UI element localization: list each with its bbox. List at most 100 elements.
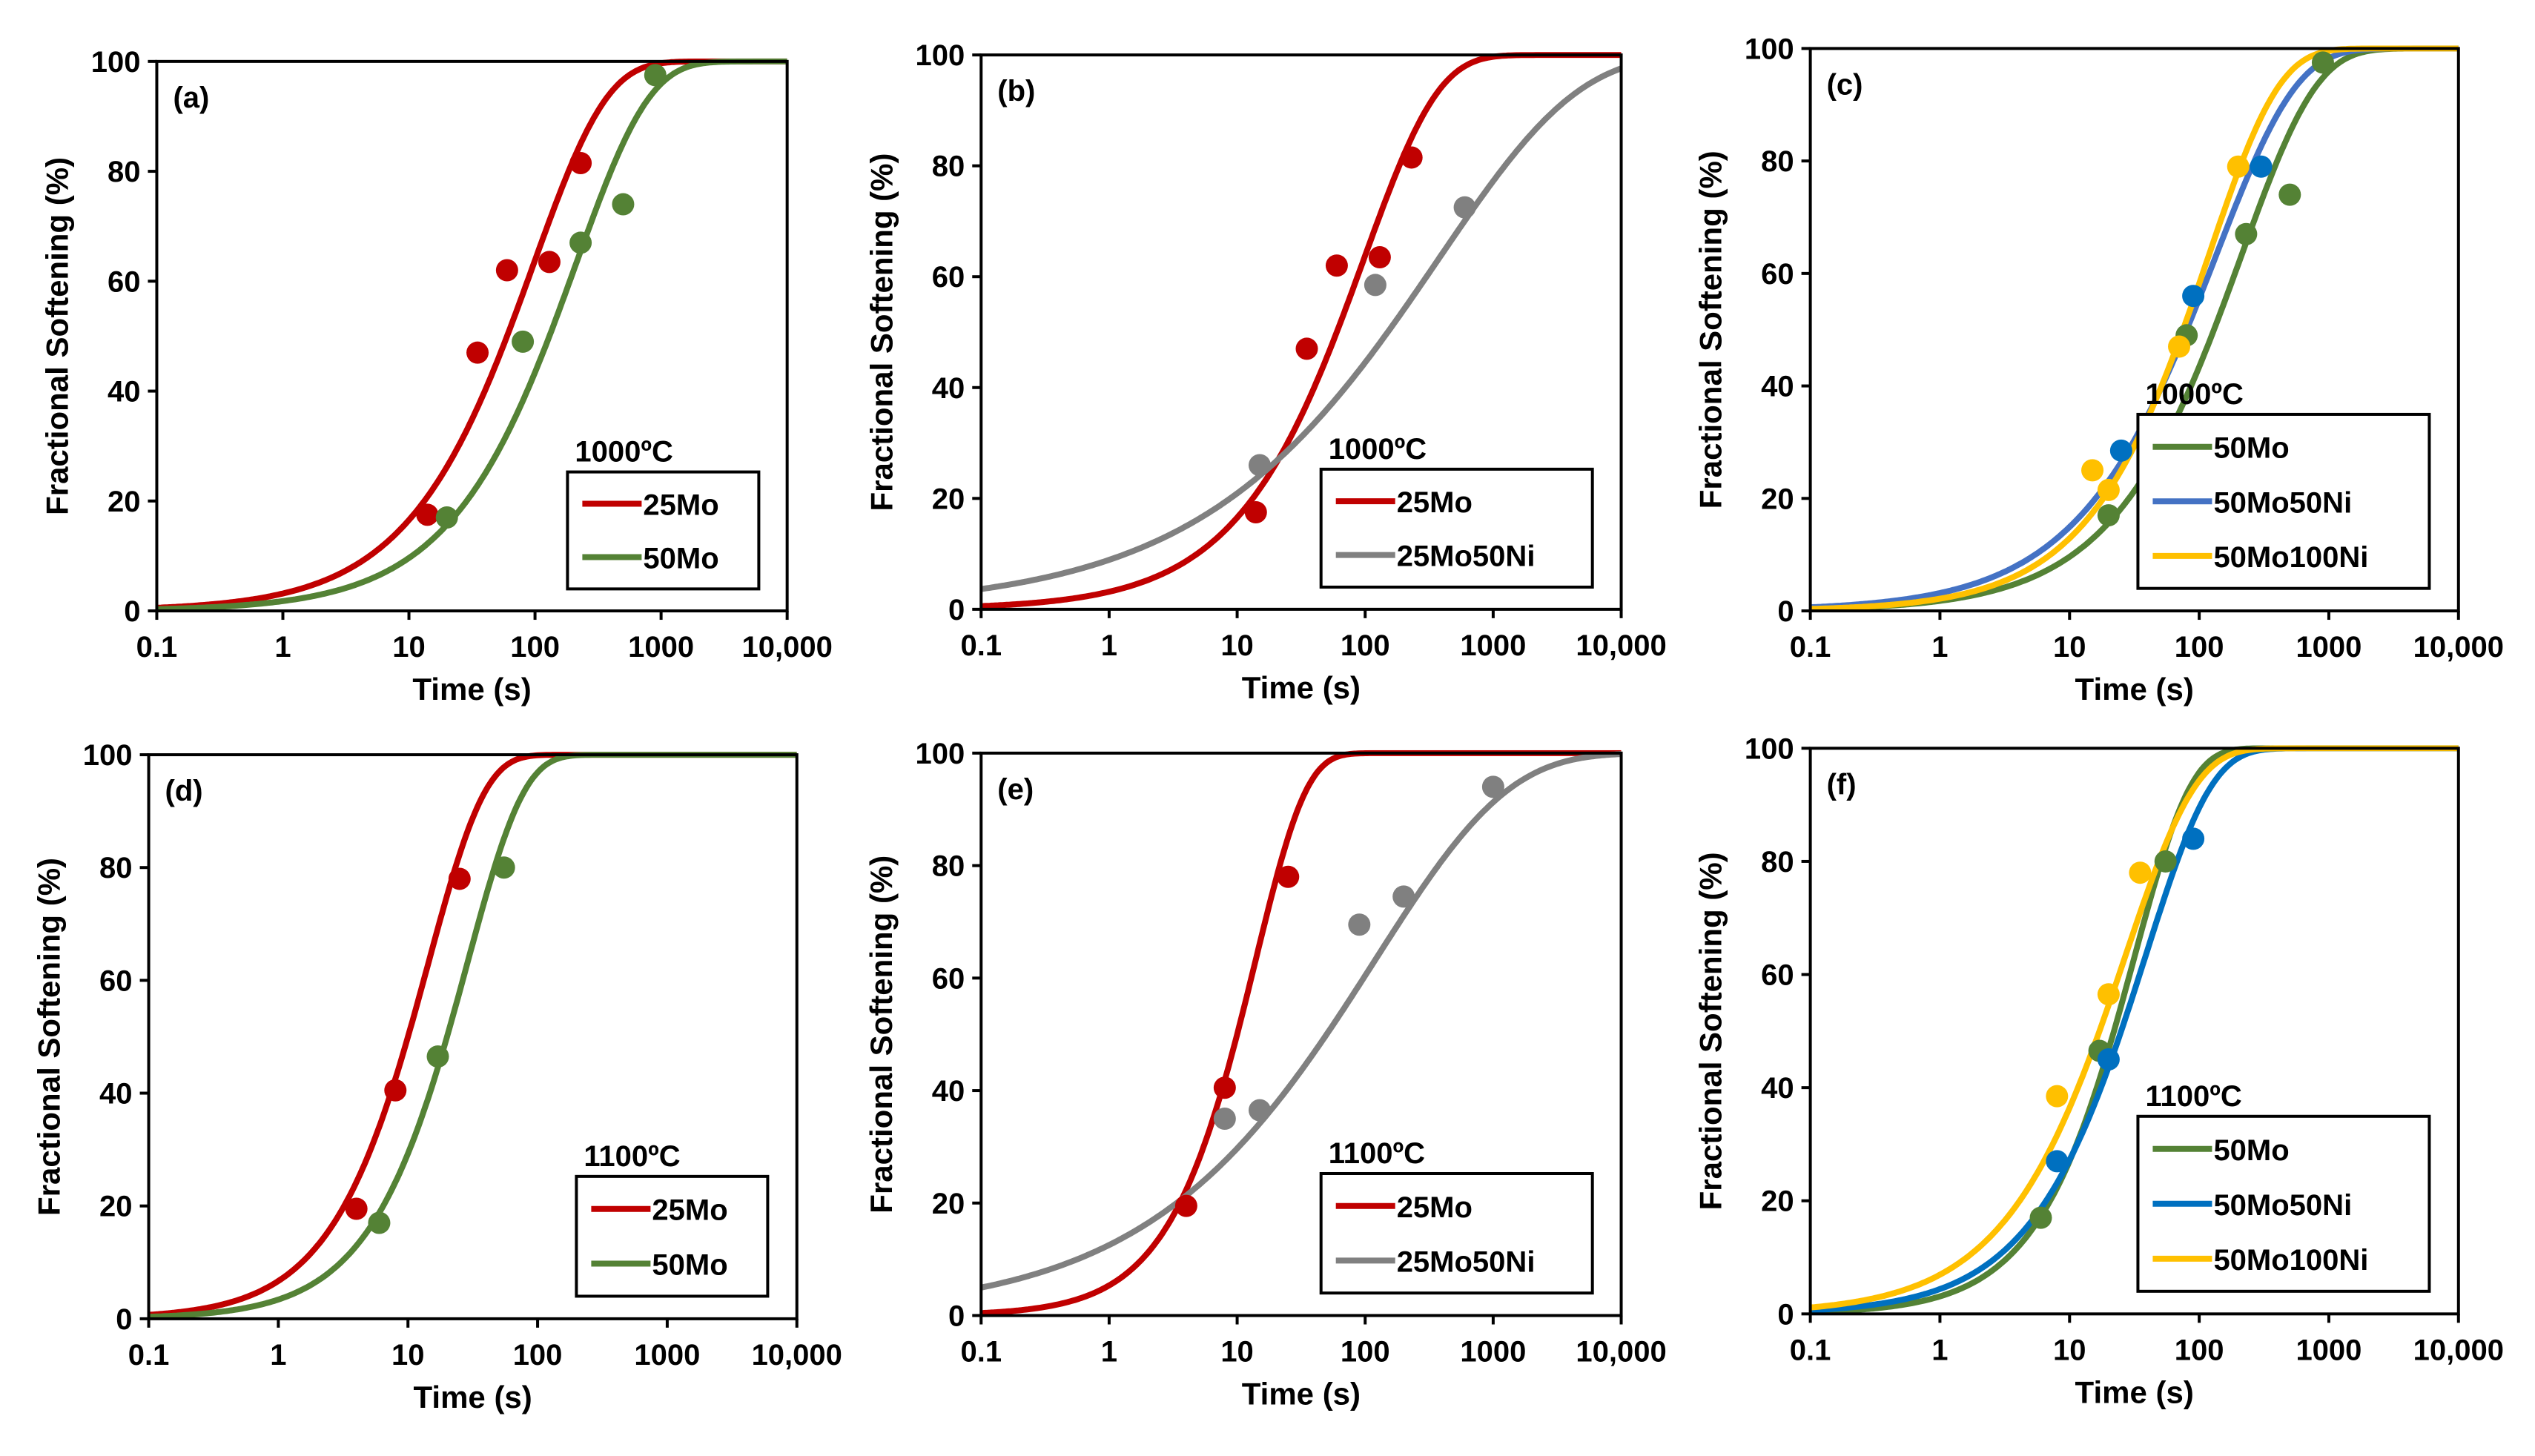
data-point-50Mo (492, 856, 515, 879)
y-axis-title: Fractional Softening (%) (1693, 852, 1728, 1210)
panel-label: (d) (165, 775, 203, 807)
x-tick-label: 1000 (1460, 629, 1526, 662)
x-tick-label: 100 (510, 631, 560, 664)
legend-label: 50Mo50Ni (2213, 486, 2352, 519)
y-axis-title: Fractional Softening (%) (864, 153, 899, 511)
data-point-25Mo50Ni (1248, 1099, 1271, 1122)
data-point-25Mo (1295, 337, 1318, 360)
y-tick-label: 0 (1777, 595, 1794, 628)
data-point-25Mo (1277, 865, 1300, 888)
y-tick-label: 40 (932, 372, 965, 405)
data-point-25Mo (538, 251, 561, 274)
y-tick-label: 60 (108, 265, 141, 298)
legend-label: 50Mo50Ni (2213, 1189, 2352, 1222)
y-tick-label: 100 (1745, 732, 1794, 765)
x-tick-label: 100 (513, 1339, 563, 1371)
x-tick-label: 1 (270, 1339, 286, 1371)
x-tick-label: 1000 (2296, 631, 2362, 664)
legend-label: 25Mo50Ni (1397, 540, 1536, 573)
y-axis-title: Fractional Softening (%) (1693, 150, 1728, 509)
y-tick-label: 0 (116, 1303, 132, 1336)
legend-label: 50Mo100Ni (2213, 541, 2368, 574)
data-point-50Mo (2235, 222, 2258, 245)
y-tick-label: 40 (932, 1075, 965, 1108)
y-tick-label: 80 (1761, 846, 1794, 878)
y-tick-label: 80 (108, 156, 141, 188)
plot-frame (155, 59, 789, 613)
data-point-25Mo50Ni (1213, 1107, 1236, 1130)
x-tick-label: 1000 (628, 631, 694, 664)
legend-label: 50Mo (2213, 1134, 2289, 1167)
y-tick-label: 20 (1761, 483, 1794, 515)
y-tick-label: 0 (948, 594, 965, 626)
y-tick-label: 0 (124, 595, 140, 628)
y-tick-label: 0 (1777, 1298, 1794, 1331)
plot-frame (1808, 747, 2460, 1316)
data-point-50Mo (612, 193, 635, 216)
x-axis-title: Time (s) (412, 672, 531, 707)
panel-label: (b) (997, 75, 1035, 107)
plot-frame (147, 753, 799, 1320)
x-tick-label: 10 (1220, 1336, 1254, 1369)
panel-label: (e) (997, 773, 1034, 806)
y-axis-title: Fractional Softening (%) (39, 157, 74, 515)
data-point-25Mo (569, 151, 592, 174)
chart-panel-e: 0.1 1 10 100 1000 10,000 0 20 40 60 80 100 Time (s) F… (864, 738, 1666, 1412)
y-tick-label: 80 (932, 850, 965, 883)
x-tick-label: 0.1 (1790, 631, 1831, 664)
data-point-50Mo100Ni (2046, 1085, 2069, 1108)
legend: 50Mo 50Mo50Ni 50Mo100Ni (2136, 1114, 2431, 1293)
y-tick-label: 100 (91, 46, 141, 79)
data-point-25Mo (1174, 1194, 1197, 1217)
y-axis-title: Fractional Softening (%) (864, 856, 899, 1214)
data-point-50Mo50Ni (2182, 827, 2205, 850)
data-point-50Mo (512, 330, 535, 353)
data-point-25Mo (1213, 1076, 1236, 1099)
x-tick-label: 0.1 (1790, 1334, 1831, 1366)
x-tick-label: 1000 (2296, 1334, 2362, 1366)
y-tick-label: 100 (916, 738, 965, 770)
y-tick-label: 20 (108, 486, 141, 518)
legend-label: 25Mo (652, 1194, 727, 1227)
temperature-annotation: 1000ºC (2145, 378, 2243, 411)
y-tick-label: 40 (1761, 371, 1794, 403)
fit-line-25Mo50Ni (981, 751, 1622, 1291)
data-point-50Mo50Ni (2046, 1150, 2069, 1173)
data-point-25Mo (384, 1079, 407, 1102)
data-point-50Mo100Ni (2129, 861, 2152, 884)
x-tick-label: 1 (1101, 1336, 1117, 1369)
chart-panel-c: 0.1 1 10 100 1000 10,000 0 20 40 60 80 100 Time (s) F… (1693, 33, 2504, 707)
data-point-25Mo50Ni (1248, 454, 1271, 477)
y-tick-label: 60 (1761, 959, 1794, 992)
x-tick-label: 0.1 (136, 631, 178, 664)
data-point-25Mo (1400, 146, 1423, 169)
y-tick-label: 20 (99, 1191, 133, 1223)
x-tick-label: 10 (391, 1339, 425, 1371)
legend-box (1319, 467, 1594, 589)
data-point-25Mo (1244, 501, 1267, 524)
x-tick-label: 1 (1931, 631, 1948, 664)
y-tick-label: 60 (932, 261, 965, 294)
x-tick-label: 100 (1341, 1336, 1390, 1369)
y-tick-label: 80 (99, 852, 133, 884)
y-tick-label: 40 (108, 376, 141, 408)
panel-label: (f) (1827, 768, 1857, 801)
data-point-50Mo (435, 506, 458, 529)
data-point-25Mo (448, 867, 471, 890)
x-tick-label: 1 (1101, 629, 1117, 662)
chart-panel-f: 0.1 1 10 100 1000 10,000 0 20 40 60 80 100 Time (s) F… (1693, 732, 2504, 1409)
legend: 25Mo 50Mo (566, 470, 761, 591)
data-point-25Mo (466, 341, 489, 364)
x-tick-label: 1000 (1460, 1336, 1526, 1369)
panel-label: (a) (173, 82, 209, 114)
y-tick-label: 100 (1745, 33, 1794, 65)
data-point-50Mo (569, 231, 592, 254)
data-point-50Mo100Ni (2168, 335, 2191, 358)
x-tick-label: 10,000 (741, 631, 832, 664)
legend-label: 50Mo (643, 542, 718, 575)
y-tick-label: 80 (932, 150, 965, 183)
x-tick-label: 10,000 (1576, 629, 1666, 662)
x-tick-label: 1 (274, 631, 291, 664)
data-point-50Mo100Ni (2097, 983, 2120, 1006)
